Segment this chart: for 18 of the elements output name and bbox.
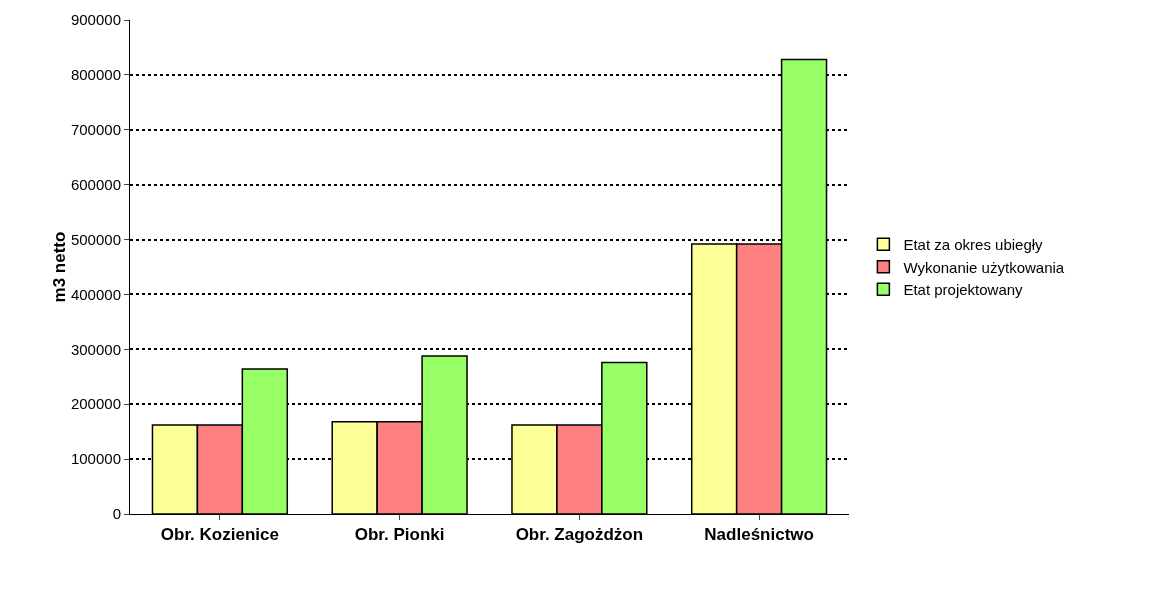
y-tick-label: 700000	[70, 121, 121, 139]
x-tick-label: Obr. Kozienice	[160, 525, 279, 545]
y-tick-label: 300000	[70, 340, 121, 358]
legend-label: Wykonanie użytkowania	[903, 258, 1065, 276]
y-tick-label: 400000	[70, 285, 121, 303]
x-tick-label: Obr. Pionki	[354, 525, 445, 545]
y-tick-label: 900000	[70, 11, 121, 29]
y-axis-title: m3 netto	[49, 231, 69, 303]
y-tick-label: 0	[112, 505, 121, 523]
y-tick-label: 500000	[70, 230, 121, 248]
y-tick-label: 200000	[70, 395, 121, 413]
y-tick-label: 600000	[70, 175, 121, 193]
x-tick-label: Obr. Zagożdżon	[515, 525, 644, 545]
y-tick-label: 800000	[70, 66, 121, 84]
legend-label: Etat projektowany	[903, 281, 1024, 299]
y-tick-label: 100000	[70, 450, 121, 468]
x-tick-label: Nadleśnictwo	[704, 525, 814, 545]
legend-label: Etat za okres ubiegły	[903, 236, 1044, 254]
